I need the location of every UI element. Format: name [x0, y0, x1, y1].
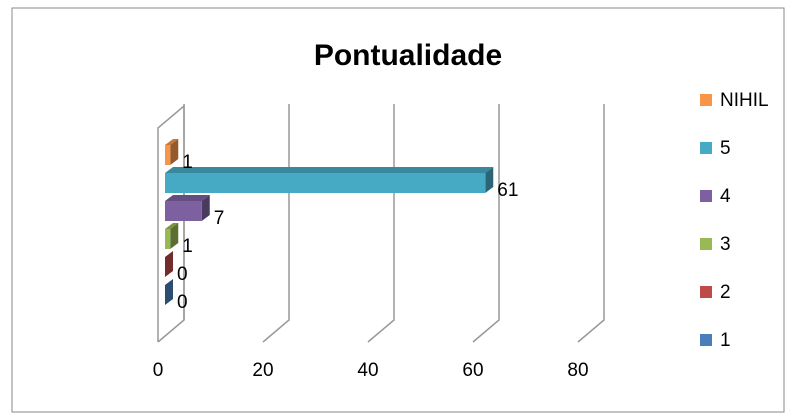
bar-face	[485, 167, 494, 193]
x-tick-label: 0	[153, 360, 164, 381]
data-label: 61	[497, 180, 518, 201]
chart-title: Pontualidade	[314, 39, 502, 72]
legend-label: 3	[720, 234, 731, 255]
data-label: 0	[177, 292, 188, 313]
bar	[165, 167, 494, 193]
bar-face	[165, 139, 179, 145]
x-tick-label: 80	[567, 360, 588, 381]
data-label: 1	[182, 236, 193, 257]
legend-label: 5	[720, 138, 731, 159]
data-label: 7	[214, 208, 225, 229]
legend-label: NIHIL	[720, 90, 769, 111]
grid-line	[472, 104, 500, 343]
data-label: 1	[182, 152, 193, 173]
legend-label: 2	[720, 282, 731, 303]
x-tick-label: 60	[462, 360, 483, 381]
bar-face	[165, 229, 171, 249]
bar-face	[165, 251, 173, 277]
legend-label: 1	[720, 330, 731, 351]
legend-swatch	[700, 238, 712, 250]
bar-face	[170, 139, 179, 165]
legend-swatch	[700, 334, 712, 346]
data-label: 0	[177, 264, 188, 285]
bar	[165, 279, 173, 305]
bar-face	[165, 195, 210, 201]
chart-border	[11, 7, 785, 413]
bar-face	[165, 167, 494, 173]
legend-swatch	[700, 142, 712, 154]
legend-swatch	[700, 190, 712, 202]
bar	[165, 251, 173, 277]
x-tick-label: 40	[357, 360, 378, 381]
bar-face	[170, 223, 179, 249]
grid-line	[577, 104, 605, 343]
bar-face	[165, 223, 179, 229]
bar-face	[165, 173, 486, 193]
bar	[165, 195, 210, 221]
bar-face	[201, 195, 210, 221]
bar-face	[165, 279, 173, 305]
bar	[165, 223, 179, 249]
legend-swatch	[700, 286, 712, 298]
legend-swatch	[700, 94, 712, 106]
legend-label: 4	[720, 186, 731, 207]
bar-face	[165, 145, 171, 165]
bar	[165, 139, 179, 165]
bar-face	[165, 201, 202, 221]
x-tick-label: 20	[252, 360, 273, 381]
